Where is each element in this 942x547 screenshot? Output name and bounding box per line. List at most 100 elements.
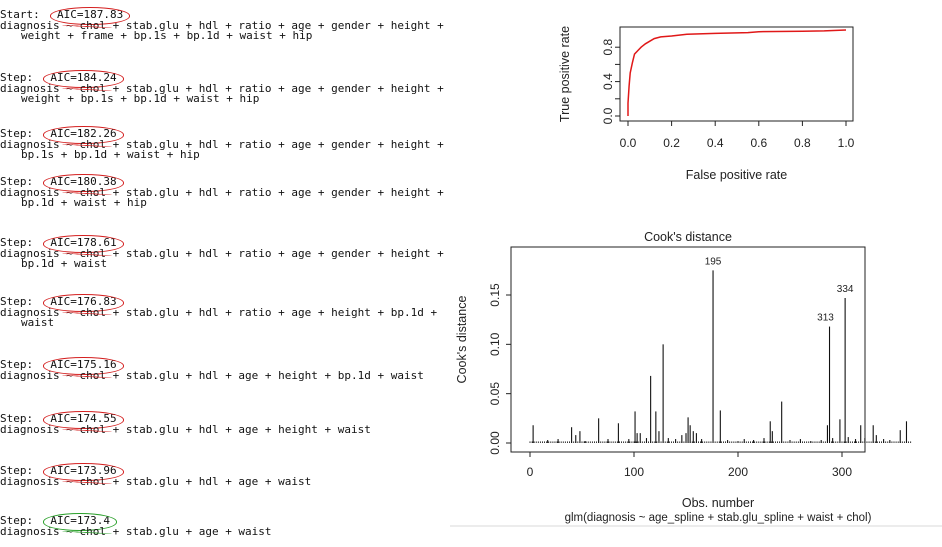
- step-block: Step: AIC=184.24 diagnosis ~ chol + stab.…: [0, 70, 444, 105]
- cooks-x-axis-label: Obs. number: [682, 496, 754, 510]
- removed-term-strike: ~ chol: [62, 526, 112, 538]
- roc-x-tick-label: 0.0: [620, 136, 637, 150]
- step-prefix: Step:: [0, 295, 47, 308]
- step-block: Step: AIC=174.55 diagnosis ~ chol + stab.…: [0, 411, 371, 436]
- aic-value: AIC=173.96: [43, 463, 124, 481]
- aic-highlight-ellipse: [43, 70, 124, 88]
- removed-term-strike: ~ chol: [62, 187, 112, 199]
- step-prefix: Step:: [0, 127, 47, 140]
- step-header: Step: AIC=175.16: [0, 357, 424, 375]
- removed-term-strike: ~ chol: [62, 476, 112, 488]
- aic-value: AIC=180.38: [43, 174, 124, 192]
- formula-line: bp.1d + waist + hip: [21, 196, 147, 209]
- formula-line: diagnosis ~ chol + stab.glu + hdl + rati…: [0, 18, 444, 32]
- cooks-point-label: 334: [837, 284, 854, 295]
- step-prefix: Step:: [0, 236, 47, 249]
- step-prefix: Step:: [0, 464, 47, 477]
- stepwise-output-panel: Start: AIC=187.83 diagnosis ~ chol + stab…: [0, 0, 455, 547]
- formula-line: weight + bp.1s + bp.1d + waist + hip: [21, 92, 260, 105]
- step-block: Step: AIC=175.16 diagnosis ~ chol + stab.…: [0, 357, 424, 382]
- step-block: Step: AIC=176.83 diagnosis ~ chol + stab.…: [0, 294, 438, 329]
- step-block: Step: AIC=173.96 diagnosis ~ chol + stab.…: [0, 463, 312, 488]
- step-prefix: Start:: [0, 8, 53, 21]
- aic-highlight-ellipse: [43, 126, 124, 144]
- formula-line: bp.1d + waist: [21, 257, 108, 270]
- step-header: Step: AIC=182.26: [0, 126, 444, 144]
- cooks-x-tick-label: 200: [728, 465, 748, 479]
- cooks-y-tick-label: 0.15: [488, 283, 502, 307]
- step-header: Start: AIC=187.83: [0, 7, 444, 25]
- removed-term-strike: ~ chol: [62, 424, 112, 436]
- step-prefix: Step:: [0, 358, 47, 371]
- removed-term-strike: ~ chol: [62, 139, 112, 151]
- step-prefix: Step:: [0, 514, 47, 527]
- formula-line: diagnosis ~ chol + stab.glu + hdl + rati…: [0, 305, 438, 319]
- formula-line: diagnosis ~ chol + stab.glu + hdl + rati…: [0, 185, 444, 199]
- roc-y-tick-label: 0.4: [601, 73, 615, 90]
- cooks-x-tick-label: 300: [832, 465, 852, 479]
- roc-x-tick-label: 0.6: [750, 136, 767, 150]
- formula-line: weight + frame + bp.1s + bp.1d + waist +…: [21, 29, 313, 42]
- step-block: Start: AIC=187.83 diagnosis ~ chol + stab…: [0, 7, 444, 42]
- roc-curve: [627, 29, 847, 116]
- formula-line: diagnosis ~ chol + stab.glu + hdl + rati…: [0, 137, 444, 151]
- aic-highlight-ellipse: [43, 235, 124, 253]
- cooks-y-tick-label: 0.10: [488, 332, 502, 356]
- removed-term-strike: ~ chol: [62, 248, 112, 260]
- cooks-y-tick-label: 0.00: [488, 431, 502, 455]
- step-header: Step: AIC=178.61: [0, 235, 444, 253]
- roc-x-tick-label: 0.4: [707, 136, 724, 150]
- cooks-y-axis-label: Cook's distance: [455, 296, 469, 384]
- formula-line: waist: [21, 316, 55, 329]
- step-header: Step: AIC=173.96: [0, 463, 311, 481]
- cooks-x-tick-label: 100: [624, 465, 644, 479]
- step-block: Step: AIC=180.38 diagnosis ~ chol + stab.…: [0, 174, 444, 209]
- cooks-title: Cook's distance: [644, 230, 732, 244]
- roc-x-axis-label: False positive rate: [686, 168, 787, 182]
- aic-highlight-ellipse: [43, 513, 117, 531]
- aic-highlight-ellipse: [49, 7, 131, 25]
- step-header: Step: AIC=174.55: [0, 411, 371, 429]
- removed-term-strike: ~ chol: [62, 307, 112, 319]
- aic-highlight-ellipse: [43, 174, 124, 192]
- aic-highlight-ellipse: [43, 357, 124, 375]
- formula-line: diagnosis ~ chol + stab.glu + hdl + age …: [0, 474, 312, 488]
- roc-y-tick-label: 0.8: [601, 39, 615, 56]
- aic-value: AIC=176.83: [43, 294, 124, 312]
- formula-line: diagnosis ~ chol + stab.glu + hdl + age …: [0, 368, 424, 382]
- step-header: Step: AIC=184.24: [0, 70, 444, 88]
- removed-term-strike: ~ chol: [62, 20, 112, 32]
- cooks-point-label: 313: [817, 313, 834, 324]
- step-header: Step: AIC=176.83: [0, 294, 437, 312]
- step-header: Step: AIC=173.4: [0, 513, 272, 531]
- formula-line: diagnosis ~ chol + stab.glu + hdl + rati…: [0, 246, 444, 260]
- step-block: Step: AIC=182.26 diagnosis ~ chol + stab.…: [0, 126, 444, 161]
- aic-highlight-ellipse: [43, 294, 124, 312]
- step-header: Step: AIC=180.38: [0, 174, 444, 192]
- formula-line: bp.1s + bp.1d + waist + hip: [21, 148, 200, 161]
- cooks-point-label: 195: [705, 256, 722, 267]
- cooks-model-label: glm(diagnosis ~ age_spline + stab.glu_sp…: [565, 512, 872, 524]
- step-prefix: Step:: [0, 71, 47, 84]
- aic-value: AIC=174.55: [43, 411, 124, 429]
- aic-highlight-ellipse: [43, 463, 124, 481]
- step-prefix: Step:: [0, 412, 47, 425]
- roc-x-tick-label: 0.2: [663, 136, 680, 150]
- step-block: Step: AIC=173.4 diagnosis ~ chol + stab.g…: [0, 513, 272, 538]
- cooks-y-tick-label: 0.05: [488, 382, 502, 406]
- formula-line: diagnosis ~ chol + stab.glu + hdl + rati…: [0, 81, 444, 95]
- roc-x-tick-label: 0.8: [794, 136, 811, 150]
- aic-value: AIC=184.24: [43, 70, 124, 88]
- step-block: Step: AIC=178.61 diagnosis ~ chol + stab.…: [0, 235, 444, 270]
- removed-term-strike: ~ chol: [62, 83, 112, 95]
- step-prefix: Step:: [0, 175, 47, 188]
- aic-value: AIC=173.4: [43, 513, 117, 531]
- aic-value: AIC=182.26: [43, 126, 124, 144]
- removed-term-strike: ~ chol: [62, 370, 112, 382]
- cooks-frame: [510, 246, 866, 453]
- roc-y-axis-label: True positive rate: [558, 26, 572, 122]
- aic-highlight-ellipse: [43, 411, 124, 429]
- formula-line: diagnosis ~ chol + stab.glu + hdl + age …: [0, 422, 371, 436]
- cooks-x-tick-label: 0: [527, 465, 534, 479]
